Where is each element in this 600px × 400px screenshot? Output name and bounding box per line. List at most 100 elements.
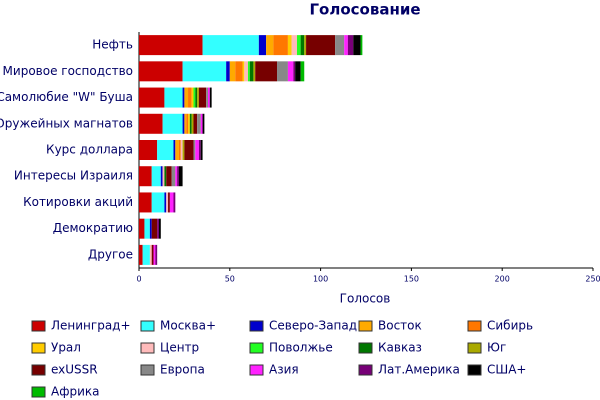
legend-swatch	[249, 342, 264, 354]
legend-label: Лат.Америка	[378, 363, 460, 377]
legend-label: Москва+	[160, 319, 216, 333]
y-tick-label: Курс доллара	[46, 143, 133, 157]
bar-segment	[166, 166, 172, 187]
x-tick-label: 100	[313, 275, 328, 284]
legend-label: exUSSR	[51, 363, 98, 377]
bar-segment	[193, 113, 198, 134]
bar-segment	[164, 192, 167, 213]
bar-segment	[287, 35, 292, 56]
legend-swatch	[31, 342, 46, 354]
bar-segment	[164, 166, 167, 187]
legend-label: Юг	[487, 341, 506, 355]
bar-segment	[360, 35, 363, 56]
bar-segment	[188, 113, 190, 134]
bar-segment	[293, 61, 296, 82]
bar-segment	[182, 113, 185, 134]
y-tick-label: Самолюбие "W" Буша	[0, 90, 133, 104]
bar-segment	[157, 140, 174, 160]
bar-segment	[266, 35, 274, 56]
y-tick-label: Другое	[88, 247, 133, 261]
bar-segment	[175, 166, 178, 187]
legend-swatch	[249, 320, 264, 332]
bar-segment	[226, 61, 230, 82]
legend-label: Поволжье	[269, 341, 333, 355]
bar-segment	[139, 87, 165, 108]
bar-segment	[258, 35, 267, 56]
legend-label: Кавказ	[378, 341, 422, 355]
bar-segment	[182, 61, 227, 82]
y-tick-label: Интересы Израиля	[14, 169, 133, 183]
bar-segment	[155, 244, 158, 265]
bar-segment	[189, 113, 192, 134]
legend-label: Центр	[160, 341, 199, 355]
bar-segment	[139, 218, 145, 239]
bar-segment	[206, 87, 209, 108]
bar-segment	[160, 166, 163, 187]
legend-swatch	[467, 364, 482, 376]
bar-segment	[353, 35, 361, 56]
bar-segment	[144, 218, 150, 239]
bar-segment	[162, 166, 165, 187]
bar-segment	[173, 140, 176, 160]
legend-swatch	[31, 320, 46, 332]
bar-segment	[139, 192, 152, 213]
bar-segment	[209, 87, 212, 108]
legend-label: Северо-Запад	[269, 319, 357, 333]
bar-segment	[200, 140, 203, 160]
legend-swatch	[140, 364, 155, 376]
bar-segment	[171, 166, 176, 187]
bar-segment	[184, 87, 189, 108]
bar-segment	[139, 61, 183, 82]
legend-swatch	[140, 320, 155, 332]
x-tick-label: 150	[404, 275, 419, 284]
bar-segment	[177, 166, 179, 187]
legend-label: Ленинград+	[51, 319, 131, 333]
bar-segment	[186, 113, 189, 134]
bar-segment	[200, 113, 203, 134]
bar-segment	[139, 140, 158, 160]
bar-segment	[202, 113, 205, 134]
bar-segment	[139, 113, 163, 134]
bar-segment	[191, 87, 194, 108]
bar-segment	[247, 61, 250, 82]
bar-segment	[182, 140, 185, 160]
bar-segment	[168, 192, 170, 213]
y-tick-label: Демократию	[53, 221, 133, 235]
legend-swatch	[31, 386, 46, 398]
bar-segment	[175, 140, 179, 160]
x-tick-label: 250	[585, 275, 600, 284]
bar-segment	[291, 35, 297, 56]
legend-swatch	[358, 342, 373, 354]
bar-segment	[344, 35, 348, 56]
chart-title: Голосование	[309, 1, 420, 19]
legend-label: Урал	[51, 341, 81, 355]
bar-segment	[173, 192, 176, 213]
legend-label: Европа	[160, 363, 205, 377]
bar-segment	[249, 61, 254, 82]
bar-segment	[235, 61, 243, 82]
bar-segment	[300, 35, 305, 56]
x-tick-label: 0	[136, 275, 141, 284]
bar-segment	[188, 87, 192, 108]
bar-segment	[273, 35, 288, 56]
bar-segment	[253, 61, 256, 82]
bar-segment	[142, 244, 150, 265]
y-tick-label: Котировки акций	[23, 195, 133, 209]
bar-segment	[195, 87, 198, 108]
bar-segment	[255, 61, 278, 82]
bar-segment	[178, 140, 181, 160]
bar-segment	[139, 166, 152, 187]
bar-segment	[184, 140, 194, 160]
legend-label: США+	[487, 363, 526, 377]
legend-label: Африка	[51, 385, 100, 399]
bar-segment	[306, 35, 336, 56]
bar-segment	[151, 218, 158, 239]
x-tick-label: 50	[225, 275, 235, 284]
bar-segment	[304, 35, 307, 56]
bar-segment	[191, 113, 194, 134]
bar-segment	[184, 113, 187, 134]
legend-swatch	[467, 342, 482, 354]
legend-swatch	[467, 320, 482, 332]
bar-segment	[347, 35, 354, 56]
